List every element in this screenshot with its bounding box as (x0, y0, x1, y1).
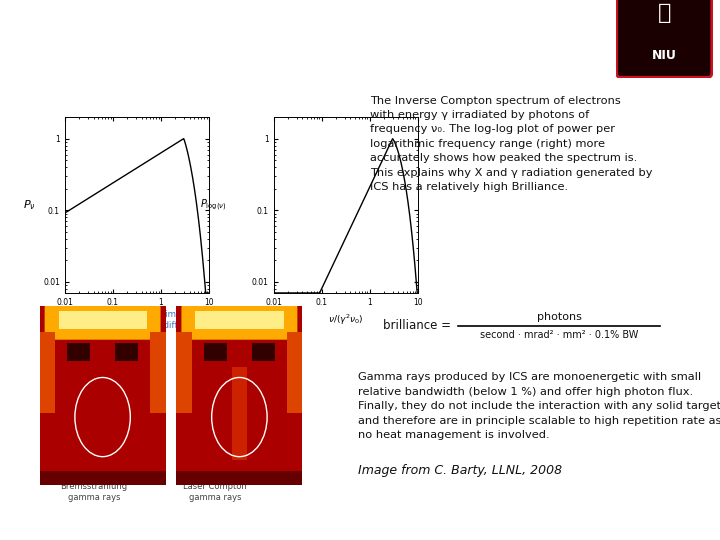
FancyBboxPatch shape (181, 306, 297, 340)
Y-axis label: $P_{\log(\nu)}$: $P_{\log(\nu)}$ (199, 197, 226, 213)
Text: brilliance =: brilliance = (383, 319, 455, 332)
Y-axis label: $P_\nu$: $P_\nu$ (23, 198, 35, 212)
Text: Image from C. Barty, LLNL, 2008: Image from C. Barty, LLNL, 2008 (358, 464, 562, 477)
Text: 2 MeV
Bremsstrahlung
gamma rays: 2 MeV Bremsstrahlung gamma rays (60, 471, 127, 502)
Bar (252, 343, 275, 361)
Text: 1.7 MeV
Laser Compton
gamma rays: 1.7 MeV Laser Compton gamma rays (183, 471, 247, 502)
Text: Monte-Carlos simulation of γ-ray imaging
using two different γ-ray sources: Monte-Carlos simulation of γ-ray imaging… (101, 309, 279, 330)
Bar (195, 311, 284, 329)
Bar (176, 333, 192, 414)
X-axis label: $\nu/(\gamma^2\nu_0)$: $\nu/(\gamma^2\nu_0)$ (119, 312, 155, 327)
Bar (204, 343, 227, 361)
FancyBboxPatch shape (45, 306, 161, 340)
Text: NIU: NIU (652, 49, 677, 62)
Bar (58, 311, 147, 329)
Bar (150, 333, 166, 414)
Bar (40, 471, 166, 485)
Bar (40, 333, 55, 414)
Text: photons: photons (536, 312, 582, 322)
Text: Introduction - ICS: Introduction - ICS (22, 30, 353, 63)
Text: second · mrad² · mm² · 0.1% BW: second · mrad² · mm² · 0.1% BW (480, 330, 638, 340)
Text: The Inverse Compton spectrum of electrons
with energy γ irradiated by photons of: The Inverse Compton spectrum of electron… (370, 96, 652, 192)
FancyBboxPatch shape (616, 0, 712, 77)
Bar (68, 343, 90, 361)
Text: 🏛: 🏛 (657, 3, 671, 23)
Text: Gamma rays produced by ICS are monoenergetic with small
relative bandwidth (belo: Gamma rays produced by ICS are monoenerg… (358, 373, 720, 440)
Bar (232, 367, 247, 460)
Bar (287, 333, 302, 414)
Bar (115, 343, 138, 361)
Bar (176, 471, 302, 485)
X-axis label: $\nu/(\gamma^2\nu_0)$: $\nu/(\gamma^2\nu_0)$ (328, 312, 364, 327)
